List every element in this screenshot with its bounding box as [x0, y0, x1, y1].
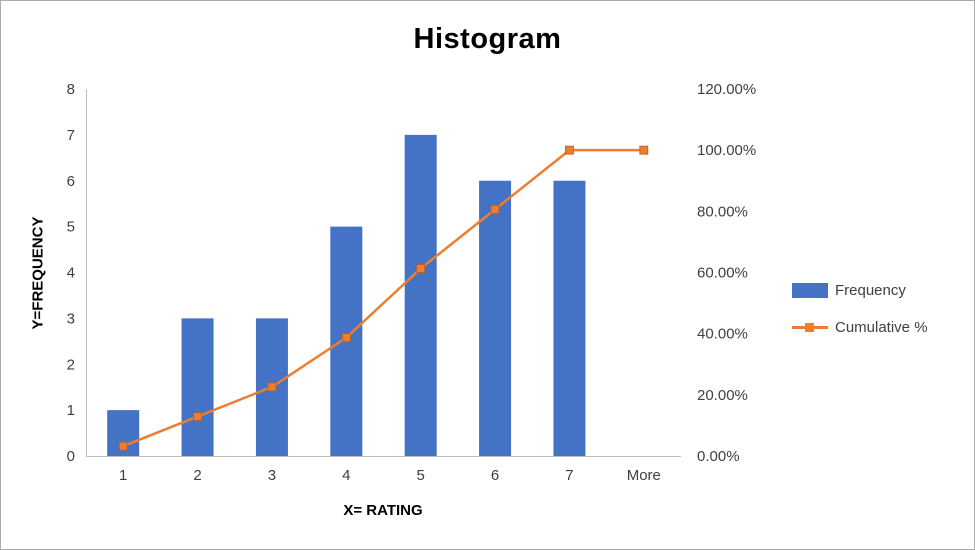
line-swatch-marker-icon: [805, 323, 814, 332]
right-axis-tick-label: 120.00%: [697, 81, 756, 98]
right-axis-tick-label: 0.00%: [697, 448, 740, 465]
cumulative-series-swatch: [792, 323, 828, 332]
legend: Frequency Cumulative %: [792, 282, 928, 336]
cumulative-marker-More[interactable]: [639, 145, 649, 155]
x-axis-category-label: 3: [268, 467, 276, 484]
chart-title: Histogram: [413, 23, 562, 55]
left-axis-tick-label: 3: [67, 310, 75, 327]
x-axis-category-label: 1: [119, 467, 127, 484]
x-axis-category-label: More: [627, 467, 661, 484]
cumulative-marker-2[interactable]: [193, 412, 202, 421]
right-axis-tick-label: 60.00%: [697, 265, 748, 282]
x-axis-category-label: 6: [491, 467, 499, 484]
bar-frequency-7[interactable]: [553, 180, 586, 456]
x-axis-category-label: 4: [342, 467, 350, 484]
right-axis-tick-label: 80.00%: [697, 203, 748, 220]
cumulative-line[interactable]: [122, 148, 644, 448]
bar-frequency-6[interactable]: [479, 180, 512, 456]
legend-item-cumulative[interactable]: Cumulative %: [792, 319, 928, 336]
left-axis-tick-label: 4: [67, 265, 75, 282]
left-axis-tick-label: 2: [67, 356, 75, 373]
left-axis-tick-label: 6: [67, 173, 75, 190]
cumulative-marker-1[interactable]: [118, 441, 128, 451]
bar-frequency-5[interactable]: [404, 134, 437, 456]
left-axis-tick-label: 7: [67, 127, 75, 144]
left-axis-tick-label: 0: [67, 448, 75, 465]
bar-frequency-2[interactable]: [181, 318, 214, 456]
left-axis-tick-label: 1: [67, 402, 75, 419]
legend-item-frequency[interactable]: Frequency: [792, 282, 928, 299]
legend-label-frequency: Frequency: [835, 282, 906, 299]
right-axis-tick-label: 100.00%: [697, 142, 756, 159]
x-axis-category-label: 5: [417, 467, 425, 484]
left-axis-tick-label: 8: [67, 81, 75, 98]
cumulative-marker-4[interactable]: [341, 333, 351, 343]
cumulative-marker-6[interactable]: [490, 204, 500, 214]
x-axis-category-label: 7: [565, 467, 573, 484]
cumulative-marker-7[interactable]: [565, 145, 574, 155]
x-axis-title: X= RATING: [343, 502, 423, 519]
right-axis-tick-label: 20.00%: [697, 387, 748, 404]
legend-label-cumulative: Cumulative %: [835, 319, 928, 336]
frequency-series-swatch: [792, 283, 828, 298]
left-axis-tick-label: 5: [67, 219, 75, 236]
cumulative-marker-5[interactable]: [416, 264, 426, 273]
x-axis-category-label: 2: [193, 467, 201, 484]
right-axis-tick-label: 40.00%: [697, 326, 748, 343]
cumulative-marker-3[interactable]: [267, 382, 277, 392]
